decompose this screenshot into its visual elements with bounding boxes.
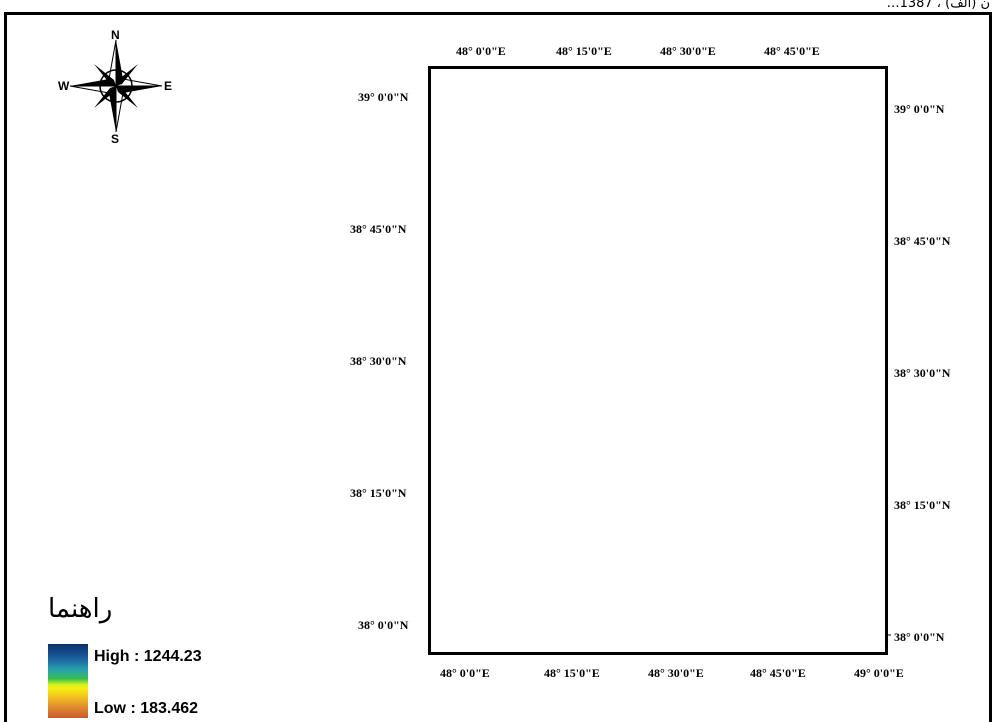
lon-label-bottom: 48° 30'0"E	[648, 666, 704, 680]
lat-label-left: 38° 45'0"N	[350, 222, 407, 236]
lon-label-top: 48° 30'0"E	[660, 44, 716, 58]
lon-label-top: 48° 15'0"E	[556, 44, 612, 58]
legend-high-label: High : 1244.23	[94, 648, 202, 665]
legend-title: راهنما	[48, 594, 113, 624]
compass-rose	[69, 39, 163, 133]
lon-label-bottom: 49° 0'0"E	[854, 666, 904, 680]
lat-label-left: 38° 0'0"N	[358, 618, 409, 632]
lat-label-right: 38° 15'0"N	[894, 498, 951, 512]
west-label: W	[58, 79, 70, 93]
legend-low-label: Low : 183.462	[94, 700, 199, 717]
lon-label-bottom: 48° 15'0"E	[544, 666, 600, 680]
north-label: N	[111, 28, 120, 42]
legend-color-ramp	[48, 644, 88, 718]
lon-label-top: 48° 45'0"E	[764, 44, 820, 58]
lon-label-top: 48° 0'0"E	[456, 44, 506, 58]
page-caption: …ن (الف) ، 1387	[886, 0, 990, 11]
lat-label-left: 39° 0'0"N	[358, 90, 409, 104]
east-label: E	[164, 79, 173, 93]
map-data-frame	[428, 66, 888, 655]
south-label: S	[111, 132, 120, 146]
lat-label-right: 38° 30'0"N	[894, 366, 951, 380]
map-layout-frame	[4, 12, 992, 722]
lat-label-right: 38° 45'0"N	[894, 234, 951, 248]
lat-label-left: 38° 30'0"N	[350, 354, 407, 368]
lon-label-bottom: 48° 45'0"E	[750, 666, 806, 680]
lon-label-bottom: 48° 0'0"E	[440, 666, 490, 680]
lat-label-left: 38° 15'0"N	[350, 486, 407, 500]
lat-label-right: 39° 0'0"N	[894, 102, 945, 116]
lat-label-right: 38° 0'0"N	[894, 630, 945, 644]
